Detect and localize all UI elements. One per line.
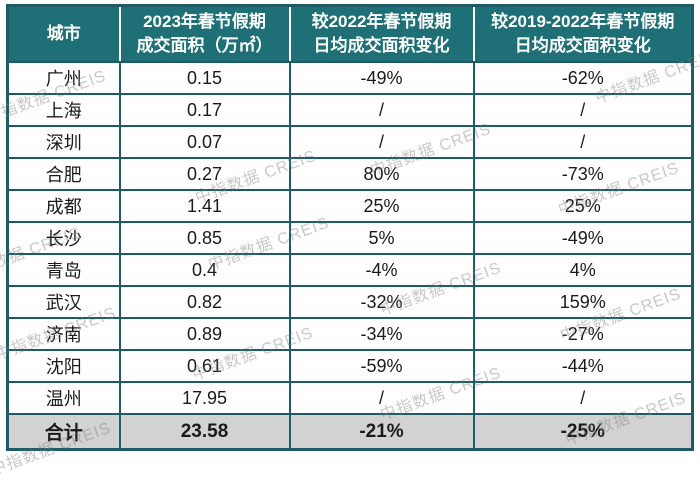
city-cell: 合肥 xyxy=(6,157,121,191)
vs2022-cell: / xyxy=(288,125,475,159)
area-cell: 0.89 xyxy=(118,317,291,351)
table-row: 广州 0.15 -49% -62% xyxy=(6,61,694,95)
vs2019-cell: -73% xyxy=(472,157,694,191)
area-cell: 0.82 xyxy=(118,285,291,319)
vs2022-cell: -32% xyxy=(288,285,475,319)
vs2019-cell: / xyxy=(472,381,694,415)
area-cell: 17.95 xyxy=(118,381,291,415)
city-cell: 成都 xyxy=(6,189,121,223)
table-row: 深圳 0.07 / / xyxy=(6,125,694,159)
city-cell: 上海 xyxy=(6,93,121,127)
city-cell: 温州 xyxy=(6,381,121,415)
vs2019-cell: -62% xyxy=(472,61,694,95)
header-line: 日均成交面积变化 xyxy=(313,36,450,55)
vs2022-cell: 80% xyxy=(288,157,475,191)
table-row: 上海 0.17 / / xyxy=(6,93,694,127)
total-vs2022-cell: -21% xyxy=(288,413,475,451)
vs2022-cell: / xyxy=(288,93,475,127)
city-cell: 武汉 xyxy=(6,285,121,319)
header-line: 日均成交面积变化 xyxy=(514,36,651,55)
header-row: 城市 2023年春节假期 成交面积（万㎡） 较2022年春节假期 日均成交面积变… xyxy=(7,5,693,63)
vs2019-cell: -44% xyxy=(472,349,694,383)
total-label-cell: 合计 xyxy=(6,413,121,451)
column-header-vs-2022: 较2022年春节假期 日均成交面积变化 xyxy=(289,5,475,63)
vs2019-cell: 4% xyxy=(472,253,694,287)
total-area-cell: 23.58 xyxy=(118,413,291,451)
vs2022-cell: -49% xyxy=(288,61,475,95)
city-cell: 青岛 xyxy=(6,253,121,287)
vs2022-cell: -59% xyxy=(288,349,475,383)
area-cell: 0.61 xyxy=(118,349,291,383)
table-row: 青岛 0.4 -4% 4% xyxy=(6,253,694,287)
total-row: 合计 23.58 -21% -25% xyxy=(6,413,694,451)
area-cell: 1.41 xyxy=(118,189,291,223)
header-line: 成交面积（万㎡） xyxy=(136,36,273,55)
city-cell: 广州 xyxy=(6,61,121,95)
header-line: 2023年春节假期 xyxy=(143,12,266,31)
area-cell: 0.85 xyxy=(118,221,291,255)
vs2022-cell: -34% xyxy=(288,317,475,351)
column-header-city: 城市 xyxy=(7,5,121,63)
city-cell: 深圳 xyxy=(6,125,121,159)
column-header-vs-2019-2022: 较2019-2022年春节假期 日均成交面积变化 xyxy=(473,5,693,63)
table-row: 合肥 0.27 80% -73% xyxy=(6,157,694,191)
vs2022-cell: 25% xyxy=(288,189,475,223)
city-transaction-table: 城市 2023年春节假期 成交面积（万㎡） 较2022年春节假期 日均成交面积变… xyxy=(6,4,694,451)
vs2022-cell: / xyxy=(288,381,475,415)
table-screenshot: 城市 2023年春节假期 成交面积（万㎡） 较2022年春节假期 日均成交面积变… xyxy=(0,4,700,480)
column-header-2023-area: 2023年春节假期 成交面积（万㎡） xyxy=(119,5,291,63)
vs2019-cell: / xyxy=(472,93,694,127)
vs2019-cell: 25% xyxy=(472,189,694,223)
table-row: 武汉 0.82 -32% 159% xyxy=(6,285,694,319)
city-cell: 济南 xyxy=(6,317,121,351)
area-cell: 0.15 xyxy=(118,61,291,95)
city-cell: 长沙 xyxy=(6,221,121,255)
table-row: 成都 1.41 25% 25% xyxy=(6,189,694,223)
table-row: 温州 17.95 / / xyxy=(6,381,694,415)
vs2022-cell: 5% xyxy=(288,221,475,255)
vs2019-cell: 159% xyxy=(472,285,694,319)
area-cell: 0.17 xyxy=(118,93,291,127)
header-line: 城市 xyxy=(46,24,81,43)
vs2019-cell: -27% xyxy=(472,317,694,351)
vs2022-cell: -4% xyxy=(288,253,475,287)
area-cell: 0.4 xyxy=(118,253,291,287)
header-line: 较2022年春节假期 xyxy=(311,12,452,31)
vs2019-cell: / xyxy=(472,125,694,159)
table-row: 济南 0.89 -34% -27% xyxy=(6,317,694,351)
area-cell: 0.07 xyxy=(118,125,291,159)
area-cell: 0.27 xyxy=(118,157,291,191)
vs2019-cell: -49% xyxy=(472,221,694,255)
table-row: 长沙 0.85 5% -49% xyxy=(6,221,694,255)
total-vs2019-cell: -25% xyxy=(472,413,694,451)
header-line: 较2019-2022年春节假期 xyxy=(491,12,675,31)
table-row: 沈阳 0.61 -59% -44% xyxy=(6,349,694,383)
city-cell: 沈阳 xyxy=(6,349,121,383)
